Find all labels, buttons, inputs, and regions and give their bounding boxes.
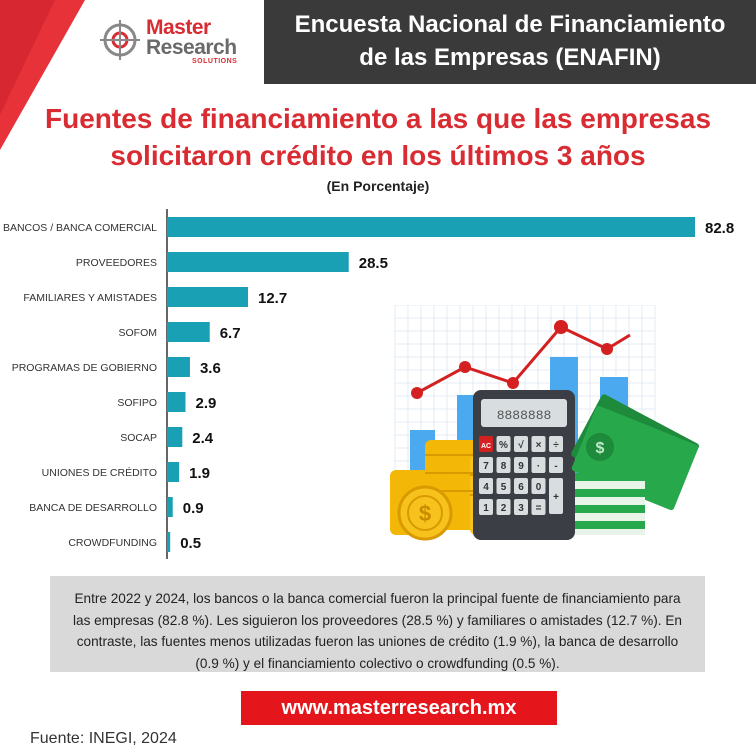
calculator-key: 0: [536, 482, 542, 493]
category-label: BANCOS / BANCA COMERCIAL: [3, 222, 157, 234]
trend-line-icon: [411, 320, 631, 399]
header-banner: Encuesta Nacional de Financiamiento de l…: [264, 0, 756, 84]
svg-text:8888888: 8888888: [497, 408, 552, 423]
value-label: 2.9: [195, 395, 216, 412]
category-label: SOFIPO: [117, 397, 157, 409]
logo-text-master: Master: [146, 16, 211, 39]
calculator-key: 2: [501, 503, 507, 514]
calculator-key: 5: [501, 482, 507, 493]
bill-dollar-sign: $: [596, 440, 605, 457]
finance-illustration: $ 8888888 AC% √ × ÷ 7 8 9 · - 4 5 6 0 +1 2 3 = $: [390, 305, 699, 541]
website-link[interactable]: www.masterresearch.mx: [241, 691, 557, 725]
bar: [167, 357, 190, 377]
bar: [167, 462, 180, 482]
bar: [167, 217, 695, 237]
value-label: 28.5: [359, 255, 388, 272]
calculator-key: +: [553, 492, 559, 503]
summary-box: Entre 2022 y 2024, los bancos o la banca…: [50, 576, 705, 672]
bar-chart: BANCOS / BANCA COMERCIAL 82.8 PROVEEDORES 2…: [3, 209, 734, 559]
category-label: SOFOM: [119, 327, 158, 339]
value-label: 12.7: [258, 290, 287, 307]
bar: [167, 497, 173, 517]
category-label: PROVEEDORES: [76, 257, 157, 269]
value-label: 0.5: [180, 535, 201, 552]
calculator-key: %: [499, 440, 508, 451]
value-label: 82.8: [705, 220, 734, 237]
chart-title: Fuentes de financiamiento a las que las …: [0, 100, 756, 174]
logo: Master Research SOLUTIONS: [100, 14, 250, 70]
bar: [167, 427, 183, 447]
category-label: PROGRAMAS DE GOBIERNO: [12, 362, 157, 374]
calculator-key: =: [536, 503, 542, 514]
value-label: 0.9: [183, 500, 204, 517]
logo-text-research: Research: [146, 36, 237, 59]
category-label: FAMILIARES Y AMISTADES: [23, 292, 157, 304]
chart-title-line1: Fuentes de financiamiento a las que las …: [44, 103, 712, 134]
chart-title-line2: solicitaron crédito en los últimos 3 año…: [110, 140, 646, 171]
calculator-key: 8: [501, 461, 507, 472]
calculator-key: 1: [483, 503, 489, 514]
source-note: Fuente: INEGI, 2024: [30, 730, 177, 747]
calculator-key: 4: [483, 482, 489, 493]
summary-text: Entre 2022 y 2024, los bancos o la banca…: [73, 591, 682, 671]
calculator-key: ·: [537, 461, 540, 472]
calculator-key: 9: [518, 461, 524, 472]
category-label: UNIONES DE CRÉDITO: [42, 466, 157, 479]
bar: [167, 287, 248, 307]
bar: [167, 322, 210, 342]
bar: [167, 392, 186, 412]
calculator-key: √: [518, 440, 524, 451]
calculator-icon: 8888888 AC% √ × ÷ 7 8 9 · - 4 5 6 0 +1 2 3 =: [473, 390, 575, 540]
corner-decoration-shade: [0, 0, 55, 115]
bar: [167, 532, 171, 552]
calculator-key: AC: [481, 443, 491, 450]
value-label: 6.7: [220, 325, 241, 342]
value-label: 3.6: [200, 360, 221, 377]
crosshair-icon: [100, 20, 140, 60]
header-title: Encuesta Nacional de Financiamiento de l…: [264, 8, 756, 74]
calculator-key: -: [554, 461, 557, 472]
category-label: CROWDFUNDING: [68, 537, 157, 549]
calculator-key: 6: [518, 482, 524, 493]
coin-dollar-sign: $: [419, 501, 431, 526]
logo-text-solutions: SOLUTIONS: [192, 58, 238, 65]
header-title-line1: Encuesta Nacional de Financiamiento: [294, 11, 726, 38]
category-label: BANCA DE DESARROLLO: [29, 502, 157, 514]
calculator-key: ÷: [553, 440, 559, 451]
value-label: 2.4: [192, 430, 214, 447]
calculator-key: 7: [483, 461, 489, 472]
chart-subtitle: (En Porcentaje): [326, 178, 430, 194]
bar: [167, 252, 349, 272]
calculator-key: ×: [536, 440, 542, 451]
category-label: SOCAP: [120, 432, 157, 444]
value-label: 1.9: [189, 465, 210, 482]
calculator-key: 3: [518, 503, 524, 514]
header-title-line2: de las Empresas (ENAFIN): [359, 44, 661, 71]
money-bills-icon: $: [571, 394, 699, 535]
